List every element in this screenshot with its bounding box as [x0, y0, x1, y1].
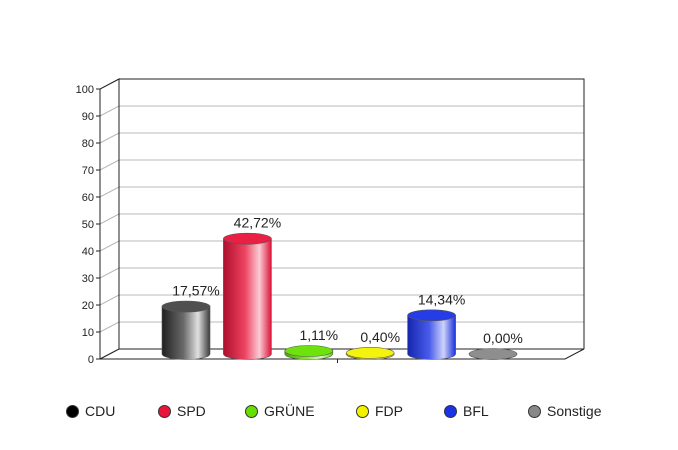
bar-top	[468, 348, 518, 360]
grid-line-side	[99, 186, 120, 198]
y-tick-label: 70	[82, 165, 94, 177]
bar-body	[407, 314, 456, 360]
legend-item-cdu: CDU	[66, 400, 115, 422]
legend-item-grüne: GRÜNE	[245, 400, 315, 422]
grid-line-side	[99, 213, 120, 225]
back-wall	[119, 78, 585, 349]
y-tick-label: 50	[82, 219, 94, 231]
legend-swatch-icon	[528, 404, 541, 418]
data-label-fdp: 0,40%	[360, 329, 400, 345]
bar-cdu	[161, 300, 211, 360]
y-tick-label: 60	[82, 192, 94, 204]
bar-grüne	[284, 345, 334, 360]
legend-label: CDU	[85, 403, 116, 419]
legend-item-spd: SPD	[158, 400, 206, 422]
legend-item-sonstige: Sonstige	[528, 400, 601, 422]
legend-label: SPD	[177, 403, 206, 419]
grid-line-side	[99, 105, 120, 117]
bar-bfl	[407, 309, 456, 360]
y-tick-label: 0	[88, 354, 94, 366]
bar-top	[345, 347, 395, 359]
y-tick-label: 10	[82, 327, 94, 339]
grid-line-side	[99, 159, 120, 171]
bar-spd	[223, 232, 272, 360]
bar-body	[223, 238, 272, 360]
bar-fdp	[345, 347, 395, 360]
bar-sonstige	[468, 348, 518, 360]
legend: CDU SPD GRÜNE FDP BFL Sonstige	[60, 400, 660, 422]
bar-top	[223, 232, 272, 245]
data-label-grüne: 1,11%	[299, 327, 338, 343]
legend-item-bfl: BFL	[444, 400, 489, 422]
y-tick-label: 40	[82, 246, 94, 258]
legend-label: BFL	[463, 403, 489, 419]
bar-top	[161, 300, 211, 313]
y-tick-label: 20	[82, 300, 94, 312]
floor	[99, 348, 585, 360]
grid-line-side	[99, 267, 120, 279]
bar-body	[161, 306, 211, 360]
legend-swatch-icon	[444, 404, 457, 418]
y-tick-label: 80	[82, 138, 94, 150]
bar-top	[284, 345, 334, 357]
data-label-cdu: 17,57%	[172, 283, 219, 299]
y-tick-label: 90	[82, 111, 94, 123]
y-tick-label: 30	[82, 273, 94, 285]
legend-swatch-icon	[158, 404, 171, 418]
legend-label: FDP	[375, 403, 403, 419]
legend-swatch-icon	[245, 404, 258, 418]
y-tick-label: 100	[76, 84, 94, 96]
legend-label: GRÜNE	[264, 403, 315, 419]
legend-label: Sonstige	[547, 403, 602, 419]
data-label-bfl: 14,34%	[418, 291, 465, 307]
grid-line-side	[99, 132, 120, 144]
grid-line-side	[99, 240, 120, 252]
legend-swatch-icon	[356, 404, 369, 418]
data-label-spd: 42,72%	[234, 215, 281, 231]
legend-swatch-icon	[66, 404, 79, 418]
data-label-sonstige: 0,00%	[483, 330, 523, 346]
grid-line-side	[99, 321, 120, 333]
legend-item-fdp: FDP	[356, 400, 403, 422]
bar-top	[407, 309, 456, 322]
grid-line-side	[99, 294, 120, 306]
